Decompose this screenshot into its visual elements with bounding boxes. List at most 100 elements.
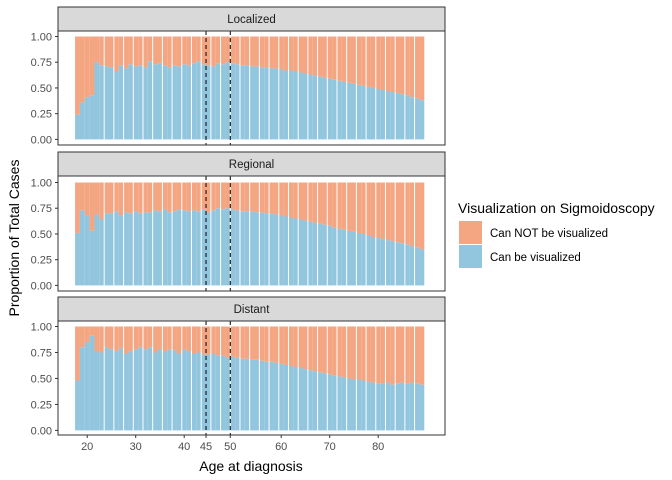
bar-cannot-visualized (206, 326, 211, 355)
bar-cannot-visualized (278, 182, 284, 216)
bar-can-visualized (75, 380, 80, 431)
bar-can-visualized (273, 214, 279, 286)
bar-cannot-visualized (201, 36, 207, 65)
bar-can-visualized (288, 365, 294, 431)
bar-cannot-visualized (288, 326, 294, 366)
bar-can-visualized (419, 100, 425, 140)
bar-can-visualized (79, 347, 85, 431)
bar-can-visualized (113, 211, 119, 286)
bar-can-visualized (419, 249, 425, 286)
bar-cannot-visualized (244, 326, 250, 359)
facet-distant: Distant 0.00 0.25 0.50 0.75 1.00 (31, 296, 446, 437)
bar-can-visualized (366, 381, 371, 431)
bar-cannot-visualized (235, 36, 240, 65)
bar-can-visualized (162, 209, 168, 286)
bar-can-visualized (341, 81, 347, 140)
bar-cannot-visualized (380, 182, 386, 240)
bar-cannot-visualized (104, 182, 110, 214)
legend-title: Visualization on Sigmoidoscopy (458, 200, 655, 216)
bar-can-visualized (104, 213, 110, 286)
bar-cannot-visualized (162, 326, 168, 352)
bar-can-visualized (351, 379, 357, 431)
bar-cannot-visualized (196, 182, 202, 212)
bar-cannot-visualized (239, 36, 245, 66)
bar-cannot-visualized (390, 182, 396, 242)
bar-can-visualized (380, 90, 386, 140)
bar-cannot-visualized (322, 182, 328, 225)
bar-cannot-visualized (327, 326, 333, 375)
strip-label: Localized (227, 14, 276, 26)
bar-cannot-visualized (235, 326, 240, 358)
bar-can-visualized (370, 382, 376, 431)
bar-can-visualized (254, 66, 260, 140)
bar-can-visualized (176, 353, 182, 431)
bar-can-visualized (336, 80, 342, 140)
bar-can-visualized (196, 352, 202, 431)
bar-cannot-visualized (356, 36, 362, 85)
bar-can-visualized (113, 71, 119, 140)
bar-cannot-visualized (142, 326, 148, 350)
bar-cannot-visualized (395, 182, 401, 243)
bar-cannot-visualized (79, 326, 85, 348)
bar-can-visualized (264, 361, 270, 431)
bar-cannot-visualized (104, 36, 110, 67)
bar-can-visualized (123, 68, 129, 140)
bar-cannot-visualized (317, 182, 323, 224)
bar-cannot-visualized (210, 182, 216, 211)
bar-can-visualized (235, 64, 240, 140)
bar-can-visualized (273, 68, 279, 140)
bar-can-visualized (201, 209, 207, 286)
bar-cannot-visualized (375, 36, 381, 89)
bar-cannot-visualized (409, 326, 415, 383)
bar-can-visualized (133, 66, 139, 140)
bar-can-visualized (375, 238, 381, 286)
bar-cannot-visualized (385, 326, 391, 383)
bar-can-visualized (390, 384, 396, 431)
bar-cannot-visualized (366, 182, 371, 235)
bar-cannot-visualized (361, 182, 367, 234)
bar-cannot-visualized (327, 182, 333, 226)
bar-cannot-visualized (225, 36, 231, 63)
bar-can-visualized (283, 364, 289, 431)
bar-cannot-visualized (336, 182, 342, 229)
bar-can-visualized (293, 71, 299, 140)
bar-can-visualized (123, 353, 129, 431)
bar-cannot-visualized (99, 182, 105, 220)
bar-can-visualized (298, 368, 304, 431)
bar-cannot-visualized (123, 326, 129, 354)
bar-can-visualized (172, 211, 177, 286)
bar-can-visualized (152, 210, 158, 286)
bar-can-visualized (390, 241, 396, 286)
bar-cannot-visualized (167, 36, 173, 68)
y-tick-label: 1.00 (31, 32, 52, 44)
bar-cannot-visualized (322, 326, 328, 374)
bar-cannot-visualized (142, 36, 148, 68)
bar-cannot-visualized (336, 36, 342, 81)
bar-cannot-visualized (293, 182, 299, 219)
bar-cannot-visualized (332, 36, 337, 80)
bar-can-visualized (259, 360, 265, 431)
bar-cannot-visualized (312, 326, 318, 372)
y-axis-title: Proportion of Total Cases (6, 160, 22, 317)
bar-cannot-visualized (244, 36, 250, 66)
bar-cannot-visualized (351, 182, 357, 232)
bar-can-visualized (89, 230, 95, 286)
bar-can-visualized (191, 353, 197, 431)
bar-can-visualized (225, 208, 231, 286)
bar-can-visualized (409, 246, 415, 286)
bar-can-visualized (312, 371, 318, 431)
bar-cannot-visualized (225, 326, 231, 358)
bar-cannot-visualized (152, 326, 158, 353)
bar-can-visualized (196, 211, 202, 286)
bar-can-visualized (118, 348, 124, 431)
bar-can-visualized (239, 211, 245, 286)
bar-can-visualized (220, 355, 226, 431)
bar-cannot-visualized (361, 326, 367, 381)
legend-swatch-cannot (459, 221, 482, 244)
bar-cannot-visualized (118, 36, 124, 66)
bar-can-visualized (167, 349, 173, 431)
x-tick-label: 20 (81, 441, 93, 453)
bar-can-visualized (375, 88, 381, 140)
bar-can-visualized (380, 239, 386, 286)
bar-can-visualized (370, 87, 376, 140)
